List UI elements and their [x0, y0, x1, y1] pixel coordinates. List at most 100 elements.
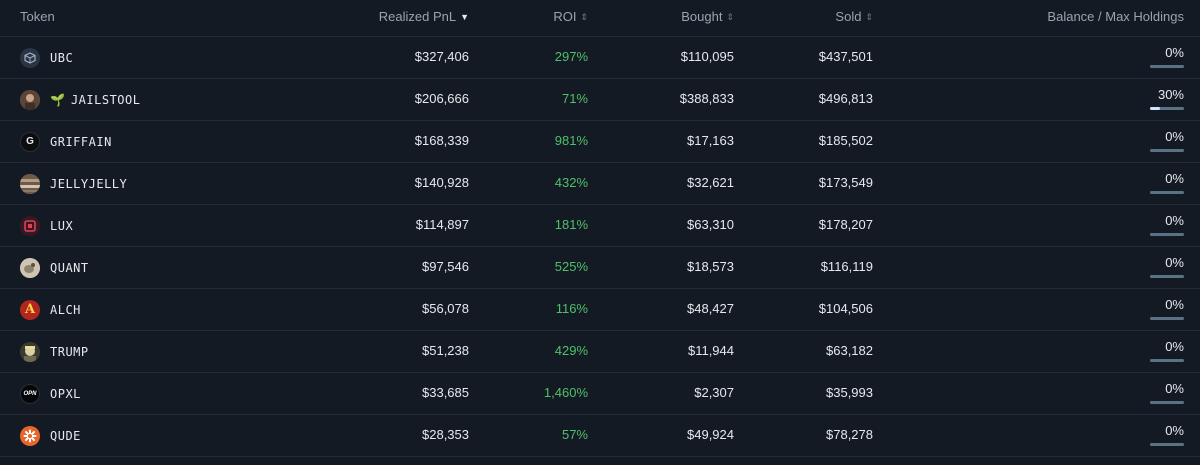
token-symbol[interactable]: ALCH — [50, 302, 81, 317]
sort-icon[interactable]: ⇕ — [726, 12, 734, 22]
lux-icon — [20, 215, 40, 236]
roi: 981% — [554, 133, 588, 148]
opxl-icon: OPN — [20, 383, 40, 404]
bought: $63,310 — [687, 217, 734, 232]
balance-cell: 0% — [1144, 331, 1184, 372]
column-header-sold-label: Sold — [835, 9, 862, 24]
table-row[interactable]: LUX $114,897 181% $63,310 $178,207 0% — [0, 205, 1200, 247]
sold: $78,278 — [826, 427, 873, 442]
balance-percent: 0% — [1165, 297, 1184, 312]
sold: $496,813 — [818, 91, 873, 106]
token-symbol[interactable]: GRIFFAIN — [50, 134, 112, 149]
column-header-bought[interactable]: Bought ⇕ — [681, 0, 734, 36]
roi: 116% — [555, 301, 588, 316]
balance-cell: 0% — [1144, 121, 1184, 162]
balance-bar — [1150, 275, 1184, 278]
token-symbol[interactable]: OPXL — [50, 386, 81, 401]
griffain-g-icon: G — [20, 131, 40, 152]
roi: 181% — [554, 217, 588, 232]
column-header-balance-label: Balance / Max Holdings — [1047, 9, 1184, 24]
roi: 297% — [554, 49, 588, 64]
token-symbol[interactable]: QUDE — [50, 428, 81, 443]
balance-percent: 0% — [1165, 129, 1184, 144]
token-cell[interactable]: 🌱 JAILSTOOL — [20, 79, 140, 120]
sold: $63,182 — [826, 343, 873, 358]
trump-icon — [20, 341, 40, 362]
column-header-roi[interactable]: ROI ⇕ — [553, 0, 588, 36]
token-cell[interactable]: QUANT — [20, 247, 89, 288]
token-cell[interactable]: G GRIFFAIN — [20, 121, 112, 162]
roi: 1,460% — [543, 385, 588, 400]
roi: 57% — [561, 427, 588, 442]
sort-desc-icon[interactable]: ▼ — [460, 12, 469, 22]
token-cell[interactable]: OPN OPXL — [20, 373, 81, 414]
balance-percent: 0% — [1165, 213, 1184, 228]
realized-pnl: $33,685 — [422, 385, 469, 400]
bought: $11,944 — [687, 343, 734, 358]
table-row[interactable]: QUANT $97,546 525% $18,573 $116,119 0% — [0, 247, 1200, 289]
token-symbol[interactable]: UBC — [50, 50, 74, 65]
table-row[interactable]: UBC $327,406 297% $110,095 $437,501 0% — [0, 37, 1200, 79]
token-symbol[interactable]: QUANT — [50, 260, 89, 275]
realized-pnl: $51,238 — [422, 343, 469, 358]
table-row[interactable]: 🌱 JAILSTOOL $206,666 71% $388,833 $496,8… — [0, 79, 1200, 121]
balance-cell: 0% — [1144, 373, 1184, 414]
balance-percent: 30% — [1157, 87, 1184, 102]
sold: $116,119 — [820, 259, 873, 274]
token-symbol[interactable]: LUX — [50, 218, 74, 233]
token-cell[interactable]: JELLYJELLY — [20, 163, 127, 204]
column-header-bought-label: Bought — [681, 9, 723, 24]
table-row[interactable]: G GRIFFAIN $168,339 981% $17,163 $185,50… — [0, 121, 1200, 163]
token-symbol[interactable]: TRUMP — [50, 344, 89, 359]
balance-bar-fill — [1150, 107, 1161, 110]
realized-pnl: $206,666 — [414, 91, 469, 106]
table-row[interactable]: QUDE $28,353 57% $49,924 $78,278 0% — [0, 415, 1200, 457]
table-row[interactable]: A ALCH $56,078 116% $48,427 $104,506 0% — [0, 289, 1200, 331]
token-cell[interactable]: QUDE — [20, 415, 81, 456]
jailstool-avatar-icon — [20, 89, 40, 110]
token-symbol[interactable]: JAILSTOOL — [70, 92, 141, 107]
token-cell[interactable]: A ALCH — [20, 289, 81, 330]
sold: $437,501 — [818, 49, 873, 64]
table-row[interactable]: JELLYJELLY $140,928 432% $32,621 $173,54… — [0, 163, 1200, 205]
roi: 71% — [561, 91, 588, 106]
balance-cell: 0% — [1144, 415, 1184, 456]
column-header-realized-pnl[interactable]: Realized PnL ▼ — [379, 0, 469, 36]
realized-pnl: $28,353 — [422, 427, 469, 442]
balance-percent: 0% — [1165, 45, 1184, 60]
bought: $110,095 — [680, 49, 734, 64]
balance-percent: 0% — [1165, 339, 1184, 354]
balance-percent: 0% — [1165, 423, 1184, 438]
balance-cell: 0% — [1144, 289, 1184, 330]
sort-icon[interactable]: ⇕ — [580, 12, 588, 22]
sold: $173,549 — [818, 175, 873, 190]
balance-bar — [1150, 233, 1184, 236]
token-symbol[interactable]: JELLYJELLY — [50, 176, 128, 191]
balance-percent: 0% — [1165, 255, 1184, 270]
roi: 429% — [554, 343, 588, 358]
balance-bar — [1150, 107, 1184, 110]
token-cell[interactable]: LUX — [20, 205, 73, 246]
bought: $18,573 — [687, 259, 734, 274]
ubc-cube-icon — [20, 47, 40, 68]
sort-icon[interactable]: ⇕ — [865, 12, 873, 22]
token-cell[interactable]: TRUMP — [20, 331, 89, 372]
bought: $48,427 — [687, 301, 734, 316]
quant-icon — [20, 257, 40, 278]
roi: 432% — [554, 175, 588, 190]
balance-cell: 0% — [1144, 247, 1184, 288]
token-cell[interactable]: UBC — [20, 37, 73, 78]
balance-bar — [1150, 359, 1184, 362]
balance-cell: 0% — [1144, 205, 1184, 246]
table-row[interactable]: TRUMP $51,238 429% $11,944 $63,182 0% — [0, 331, 1200, 373]
column-header-balance: Balance / Max Holdings — [1047, 0, 1184, 36]
column-header-sold[interactable]: Sold ⇕ — [835, 0, 873, 36]
balance-bar — [1150, 443, 1184, 446]
sold: $35,993 — [826, 385, 873, 400]
table-row[interactable]: OPN OPXL $33,685 1,460% $2,307 $35,993 0… — [0, 373, 1200, 415]
balance-percent: 0% — [1165, 171, 1184, 186]
balance-bar — [1150, 149, 1184, 152]
column-header-pnl-label: Realized PnL — [378, 9, 457, 24]
roi: 525% — [554, 259, 588, 274]
